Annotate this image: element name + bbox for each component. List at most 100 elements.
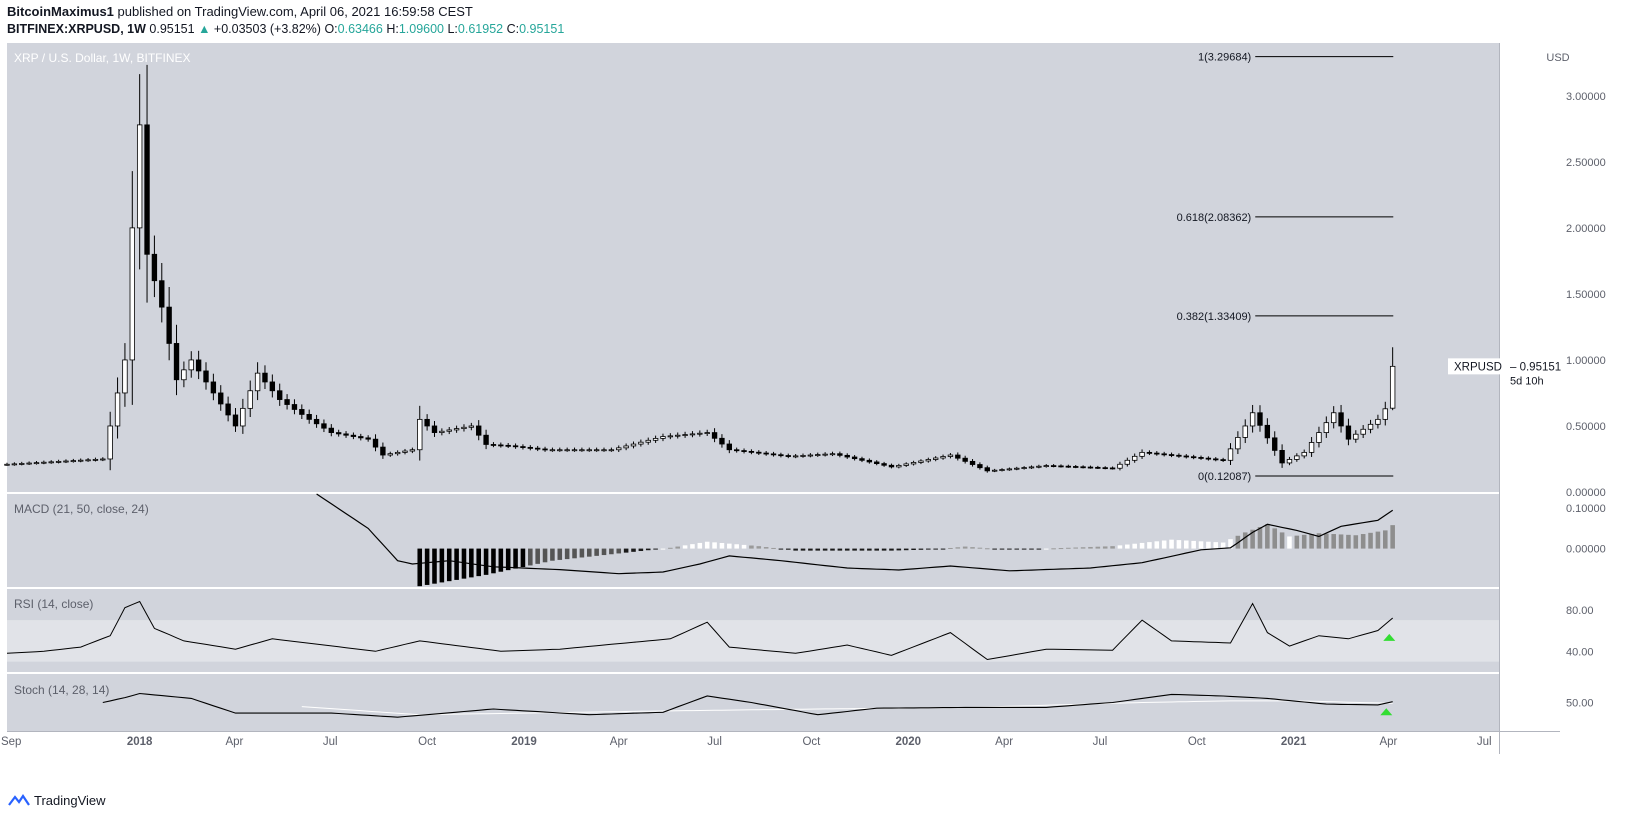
publish-info: BitcoinMaximus1 published on TradingView… xyxy=(7,4,473,19)
candle xyxy=(166,287,172,361)
candle xyxy=(203,362,209,390)
open-label: O: xyxy=(324,22,338,36)
candle-body xyxy=(4,463,10,466)
macd-bar xyxy=(1169,539,1174,549)
candle-body xyxy=(955,454,961,459)
candle xyxy=(932,456,939,462)
candle-body xyxy=(991,469,998,472)
candle xyxy=(1235,431,1241,455)
candle-body xyxy=(240,407,246,427)
macd-bar xyxy=(800,548,806,551)
candle-body xyxy=(63,460,69,463)
candle-body xyxy=(1338,412,1344,427)
rsi-band xyxy=(7,620,1499,662)
candle xyxy=(1058,464,1064,468)
candle-body xyxy=(1161,453,1167,456)
candle xyxy=(512,443,519,449)
macd-bar xyxy=(653,548,658,550)
candle xyxy=(660,433,666,442)
candle xyxy=(1102,466,1108,470)
candle-body xyxy=(1176,454,1182,457)
candle xyxy=(1308,437,1315,457)
macd-bar xyxy=(815,548,821,551)
candle xyxy=(1117,461,1123,471)
macd-bar xyxy=(763,547,769,549)
candle-body xyxy=(977,464,983,469)
macd-bar xyxy=(1213,542,1219,549)
candle xyxy=(498,442,504,448)
time-tick-label: Jul xyxy=(707,736,722,748)
candle xyxy=(1323,416,1330,438)
macd-bar xyxy=(1242,532,1248,549)
candle xyxy=(33,461,40,465)
author-name[interactable]: BitcoinMaximus1 xyxy=(7,4,114,19)
macd-bar xyxy=(469,548,474,578)
candle xyxy=(358,433,364,441)
candle xyxy=(181,361,187,388)
candle xyxy=(1014,466,1020,471)
candle-body xyxy=(1257,412,1263,426)
macd-bar xyxy=(1294,535,1300,549)
candle-body xyxy=(719,437,725,445)
candle-body xyxy=(704,432,710,434)
candle xyxy=(1264,418,1271,444)
macd-bar xyxy=(1265,524,1270,549)
macd-bar xyxy=(822,548,828,551)
macd-bar xyxy=(1132,543,1137,549)
candle xyxy=(306,409,312,424)
candle-body xyxy=(770,453,777,456)
tradingview-logo[interactable]: TradingView xyxy=(8,793,106,808)
macd-bar xyxy=(1390,525,1395,549)
macd-bar xyxy=(1088,546,1093,549)
candle-body xyxy=(564,449,570,452)
candle-body xyxy=(122,359,128,394)
time-tick-label: Apr xyxy=(225,736,243,748)
fib-label: 1(3.29684) xyxy=(1198,52,1251,64)
macd-bar xyxy=(778,548,784,550)
candle xyxy=(704,429,710,436)
candle-body xyxy=(1168,454,1175,456)
candle xyxy=(1028,465,1035,469)
candle-body xyxy=(1272,437,1278,451)
macd-bar xyxy=(837,548,843,551)
candle-body xyxy=(741,450,747,452)
candle xyxy=(1080,465,1086,469)
rsi-pane-title: RSI (14, close) xyxy=(14,597,93,611)
candle xyxy=(321,419,327,433)
candle xyxy=(925,457,931,463)
candle-body xyxy=(1389,365,1396,409)
macd-bar xyxy=(572,548,577,559)
candle-body xyxy=(800,455,806,457)
candle xyxy=(940,454,946,460)
candle-body xyxy=(1139,451,1145,457)
candle xyxy=(763,451,769,456)
candle-body xyxy=(1213,458,1219,461)
candle xyxy=(881,461,887,467)
candle-body xyxy=(107,425,113,460)
macd-bar xyxy=(697,542,703,549)
candle xyxy=(866,458,873,464)
candle xyxy=(984,465,990,473)
macd-bar xyxy=(1272,528,1278,549)
candle-body xyxy=(1235,437,1241,450)
candle xyxy=(1087,465,1094,469)
macd-bar xyxy=(1324,533,1329,549)
macd-bar xyxy=(808,548,813,551)
macd-bar xyxy=(609,548,614,555)
candle xyxy=(1073,464,1079,469)
candle-body xyxy=(1264,424,1271,439)
candle-body xyxy=(925,459,931,462)
candle-body xyxy=(476,425,482,436)
candle-body xyxy=(1095,466,1101,469)
macd-bar xyxy=(1058,548,1064,550)
candle-body xyxy=(232,414,239,427)
candle-body xyxy=(1117,463,1123,469)
candle xyxy=(1301,449,1307,459)
rsi-tick-label: 80.00 xyxy=(1566,605,1594,617)
time-tick-label: Oct xyxy=(802,736,821,748)
candle-body xyxy=(984,467,990,472)
macd-bar xyxy=(513,548,518,569)
macd-bar xyxy=(1338,534,1344,549)
candle xyxy=(1161,451,1167,457)
